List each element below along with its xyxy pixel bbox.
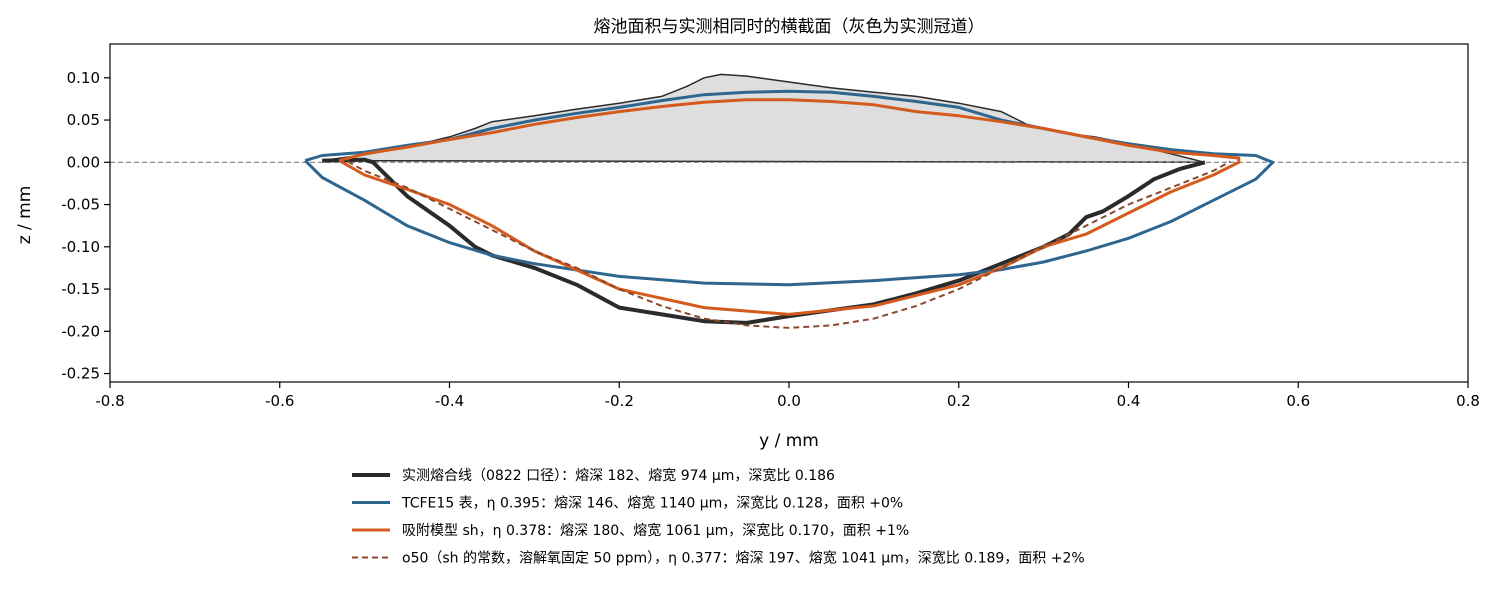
x-axis-label: y / mm <box>759 431 819 451</box>
y-tick-label: -0.15 <box>61 280 100 298</box>
y-tick-label: -0.05 <box>61 196 100 214</box>
series-line-1 <box>322 157 1206 325</box>
y-tick-label: 0.00 <box>67 153 100 171</box>
y-tick-label: -0.25 <box>61 365 100 383</box>
crown-area <box>322 73 1206 164</box>
chart-title: 熔池面积与实测相同时的横截面（灰色为实测冠道） <box>594 17 985 37</box>
series-line-2 <box>304 89 1275 287</box>
legend-entry-4: o50（sh 的常数，溶解氧固定 50 ppm），η 0.377：熔深 197、… <box>402 550 1085 567</box>
series-line-3 <box>338 98 1241 316</box>
x-tick-label: -0.6 <box>265 392 294 410</box>
x-tick-label: 0.8 <box>1456 392 1480 410</box>
x-tick-label: 0.4 <box>1117 392 1141 410</box>
y-tick-label: 0.05 <box>67 111 100 129</box>
x-tick-label: 0.2 <box>947 392 971 410</box>
legend: 实测熔合线（0822 口径）：熔深 182、熔宽 974 μm，深宽比 0.18… <box>352 467 1085 567</box>
y-tick-label: 0.10 <box>67 69 100 87</box>
series-line-4 <box>347 160 1231 329</box>
x-tick-label: 0.0 <box>777 392 801 410</box>
plot-area: -0.8 -0.6 -0.4 -0.2 0.0 0.2 0.4 0.6 0.8 0.10 0.05 0… <box>61 43 1480 410</box>
legend-entry-1: 实测熔合线（0822 口径）：熔深 182、熔宽 974 μm，深宽比 0.18… <box>402 467 835 484</box>
x-tick-label: -0.8 <box>95 392 124 410</box>
legend-entry-3: 吸附模型 sh，η 0.378：熔深 180、熔宽 1061 μm，深宽比 0.… <box>402 522 909 539</box>
y-tick-label: -0.20 <box>61 322 100 340</box>
x-tick-label: -0.2 <box>605 392 634 410</box>
y-axis-label: z / mm <box>15 186 35 245</box>
legend-entry-2: TCFE15 表，η 0.395：熔深 146、熔宽 1140 μm，深宽比 0… <box>401 495 903 512</box>
x-tick-label: -0.4 <box>435 392 464 410</box>
x-tick-label: 0.6 <box>1286 392 1310 410</box>
y-tick-label: -0.10 <box>61 238 100 256</box>
